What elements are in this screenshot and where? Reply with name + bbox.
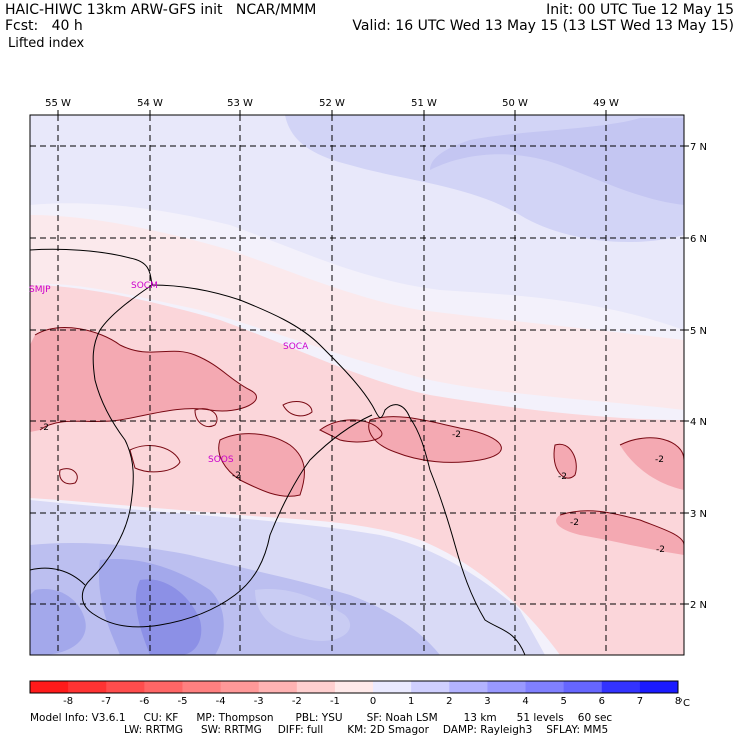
lon-label-52w: 52 W	[319, 98, 345, 109]
colorbar-swatch	[639, 681, 679, 693]
footer-item: SFLAY: MM5	[546, 724, 609, 736]
lat-label-5n: 5 N	[690, 326, 707, 337]
colorbar-swatch	[30, 681, 69, 693]
footer-item: PBL: YSU	[295, 712, 343, 724]
coastlines	[30, 248, 526, 655]
colorbar-swatch	[220, 681, 260, 693]
contour-label: -2	[656, 545, 665, 555]
footer-item: SF: Noah LSM	[366, 712, 438, 724]
lat-lon-grid	[30, 115, 684, 655]
station-labels: SMJP SOCM SOCA SOOS	[29, 281, 309, 465]
colorbar	[29, 680, 679, 694]
contour-label: -2	[40, 423, 49, 433]
colorbar-tick-label: -8	[63, 696, 73, 707]
colorbar-labels: -8 -7 -6 -5 -4 -3 -2 -1 0 1 2 3 4 5 6 7 8	[63, 696, 681, 707]
lon-label-55w: 55 W	[45, 98, 71, 109]
lat-label-7n: 7 N	[690, 142, 707, 153]
footer-physics-info: LW: RRTMG SW: RRTMG DIFF: full KM: 2D Smago…	[30, 724, 608, 736]
forecast-hour: Fcst: 40 h	[5, 18, 83, 34]
colorbar-tick-label: -3	[254, 696, 264, 707]
colorbar-swatch	[525, 681, 565, 693]
footer-item: DAMP: Rayleigh3	[442, 724, 533, 736]
colorbar-tick-label: -1	[330, 696, 340, 707]
colorbar-swatch	[449, 681, 488, 693]
colorbar-tick-label: 7	[637, 696, 643, 707]
contour-label: -2	[558, 472, 567, 482]
map-frame	[29, 114, 685, 656]
colorbar-tick-label: 0	[370, 696, 376, 707]
colorbar-swatch	[106, 681, 145, 693]
station-smjp: SMJP	[29, 285, 51, 295]
contour-label: -2	[232, 471, 241, 481]
lifted-index-field	[30, 115, 684, 655]
lon-label-50w: 50 W	[502, 98, 528, 109]
colorbar-tick-label: 5	[560, 696, 566, 707]
footer-item: SW: RRTMG	[200, 724, 262, 736]
colorbar-swatch	[258, 681, 298, 693]
contour-value-labels: -2 -2 -2 -2 -2 -2 -2	[40, 423, 665, 555]
field-name: Lifted index	[8, 36, 85, 51]
lat-label-4n: 4 N	[690, 417, 707, 428]
lon-label-53w: 53 W	[227, 98, 253, 109]
colorbar-tick-label: -7	[101, 696, 111, 707]
colorbar-tick-label: 2	[446, 696, 452, 707]
valid-time: Valid: 16 UTC Wed 13 May 15 (13 LST Wed …	[352, 18, 734, 34]
footer-item: CU: KF	[143, 712, 179, 724]
footer-item: 13 km	[463, 712, 497, 724]
colorbar-swatch	[182, 681, 222, 693]
colorbar-tick-label: 8	[675, 696, 681, 707]
contour-label: -2	[570, 518, 579, 528]
colorbar-swatch	[296, 681, 336, 693]
colorbar-frame	[29, 680, 679, 694]
header-left: HAIC-HIWC 13km ARW-GFS init NCAR/MMM Fcst…	[5, 2, 316, 34]
lon-label-51w: 51 W	[411, 98, 437, 109]
colorbar-swatch	[68, 681, 107, 693]
header-right: Init: 00 UTC Tue 12 May 15 Valid: 16 UTC …	[352, 2, 734, 34]
colorbar-swatch	[487, 681, 527, 693]
lon-labels: 55 W 54 W 53 W 52 W 51 W 50 W 49 W	[45, 98, 619, 109]
colorbar-tick-label: 4	[522, 696, 528, 707]
contour-lines	[34, 327, 684, 546]
colorbar-swatch	[373, 681, 412, 693]
colorbar-swatch	[144, 681, 183, 693]
footer-item: 60 sec	[577, 712, 613, 724]
footer-item: Model Info: V3.6.1	[30, 712, 126, 724]
model-title: HAIC-HIWC 13km ARW-GFS init NCAR/MMM	[5, 2, 317, 18]
footer-item: LW: RRTMG	[124, 724, 183, 736]
footer-item: MP: Thompson	[196, 712, 274, 724]
colorbar-tick-label: -5	[177, 696, 187, 707]
colorbar-tick-label: 6	[599, 696, 605, 707]
axis-ticks	[57, 110, 689, 605]
footer-item: KM: 2D Smagor	[347, 724, 429, 736]
footer-item: DIFF: full	[277, 724, 324, 736]
station-soca: SOCA	[283, 342, 309, 352]
colorbar-unit: °C	[678, 698, 690, 709]
footer-item: 51 levels	[516, 712, 564, 724]
contour-label: -2	[655, 455, 664, 465]
station-socm: SOCM	[131, 281, 158, 291]
contour-label: -2	[452, 430, 461, 440]
colorbar-tick-label: 3	[484, 696, 490, 707]
footer-model-info: Model Info: V3.6.1 CU: KF MP: Thompson PBL:…	[30, 712, 612, 724]
colorbar-swatch	[601, 681, 641, 693]
station-soos: SOOS	[208, 455, 234, 465]
lat-label-3n: 3 N	[690, 509, 707, 520]
colorbar-tick-label: -6	[139, 696, 149, 707]
colorbar-swatch	[563, 681, 603, 693]
colorbar-swatch	[334, 681, 374, 693]
colorbar-tick-label: -2	[292, 696, 302, 707]
lon-label-49w: 49 W	[593, 98, 619, 109]
lat-labels: 7 N 6 N 5 N 4 N 3 N 2 N	[690, 142, 707, 611]
lat-label-2n: 2 N	[690, 600, 707, 611]
lon-label-54w: 54 W	[137, 98, 163, 109]
colorbar-tick-label: -4	[216, 696, 226, 707]
colorbar-swatch	[411, 681, 450, 693]
colorbar-tick-label: 1	[408, 696, 414, 707]
init-time: Init: 00 UTC Tue 12 May 15	[546, 2, 734, 18]
lat-label-6n: 6 N	[690, 234, 707, 245]
